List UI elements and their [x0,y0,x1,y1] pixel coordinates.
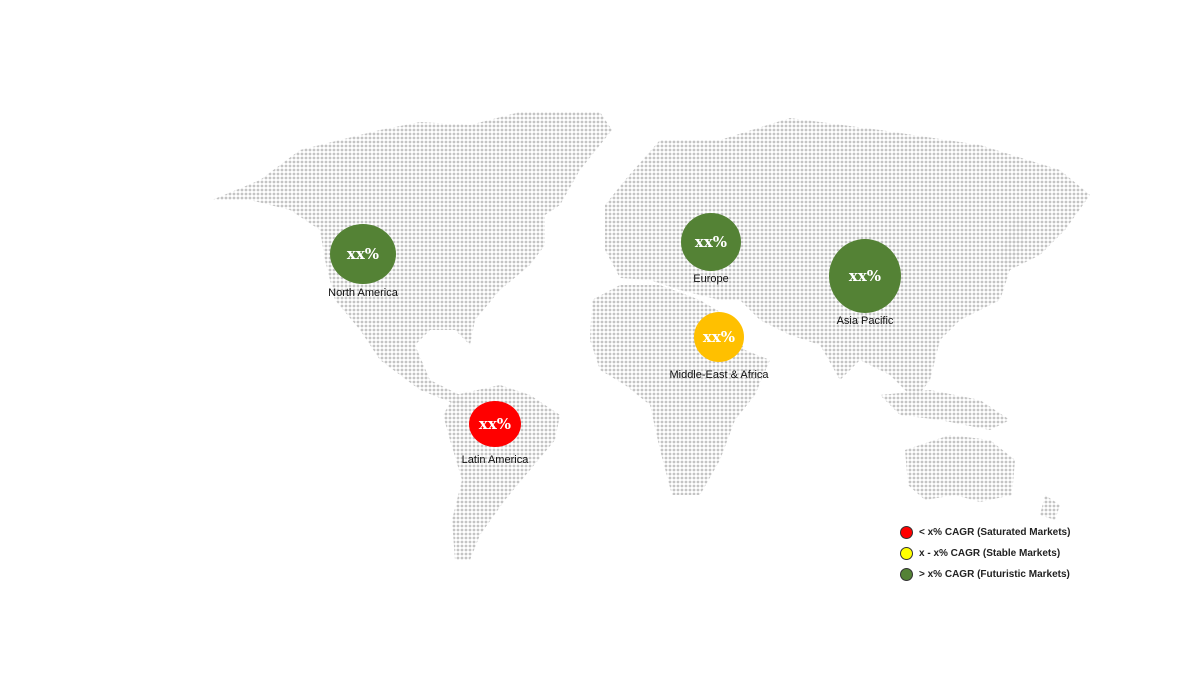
region-label: Europe [693,273,728,285]
legend-label: x - x% CAGR (Stable Markets) [919,548,1061,559]
north-america-landmass [212,112,612,410]
southeast-asia-islands [880,390,1010,430]
red-dot-icon [900,526,913,539]
region-bubble [829,239,901,313]
region-label: Latin America [462,454,530,466]
region-value: xx% [849,267,881,285]
region-value: xx% [695,233,727,251]
region-middle-east-africa: xx% Middle-East & Africa [669,312,769,381]
africa-landmass [590,285,770,495]
legend-item-futuristic: > x% CAGR (Futuristic Markets) [900,564,1070,585]
region-bubble [330,224,396,284]
region-europe: xx% Europe [681,213,741,285]
region-value: xx% [703,328,735,346]
legend-item-stable: x - x% CAGR (Stable Markets) [900,543,1070,564]
region-label: Middle-East & Africa [669,369,769,381]
region-value: xx% [347,245,379,263]
region-bubble [681,213,741,271]
region-bubble [694,312,744,362]
region-value: xx% [479,415,511,433]
green-dot-icon [900,568,913,581]
legend-label: > x% CAGR (Futuristic Markets) [919,569,1070,580]
region-asia-pacific: xx% Asia Pacific [829,239,901,327]
legend-label: < x% CAGR (Saturated Markets) [919,527,1071,538]
new-zealand-landmass [1040,495,1060,520]
region-bubble [469,401,521,447]
region-label: North America [328,287,399,299]
legend: < x% CAGR (Saturated Markets) x - x% CAG… [900,522,1070,585]
region-label: Asia Pacific [837,315,894,327]
australia-landmass [905,435,1015,502]
region-latin-america: xx% Latin America [462,401,530,466]
yellow-dot-icon [900,547,913,560]
legend-item-saturated: < x% CAGR (Saturated Markets) [900,522,1070,543]
region-north-america: xx% North America [328,224,399,299]
japan-landmass [1000,215,1030,265]
